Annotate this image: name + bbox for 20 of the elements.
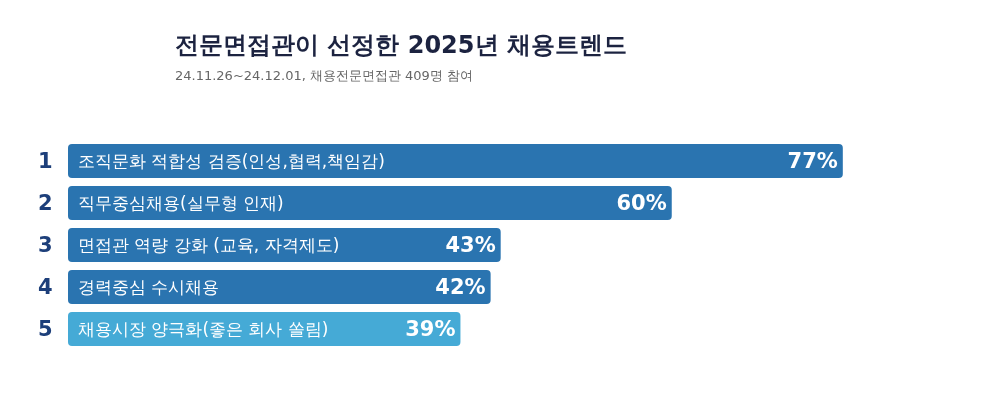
text: 1 [38,148,53,173]
chart-title: 전문면접관이 선정한 2025년 채용트렌드 [175,31,627,59]
bar [68,186,672,220]
data-label: 77% [787,149,838,173]
data-label: 60% [616,191,667,215]
text: 5 [38,316,53,341]
text: 4 [38,274,53,299]
text: 3 [38,232,53,257]
y-tick-label: 조직문화 적합성 검증(인성,협력,책임감) [78,151,385,171]
y-tick-label: 경력중심 수시채용 [78,277,220,297]
data-label: 42% [435,275,486,299]
text: 2 [38,190,53,215]
data-label: 43% [445,233,496,257]
data-label: 39% [405,317,456,341]
y-tick-label: 채용시장 양극화(좋은 회사 쏠림) [78,319,329,339]
bar [68,144,843,178]
bar [68,270,491,304]
chart-subtitle: 24.11.26~24.12.01, 채용전문면접관 409명 참여 [175,68,474,83]
y-tick-label: 직무중심채용(실무형 인재) [78,193,284,213]
y-tick-label: 면접관 역량 강화 (교육, 자격제도) [78,235,340,255]
